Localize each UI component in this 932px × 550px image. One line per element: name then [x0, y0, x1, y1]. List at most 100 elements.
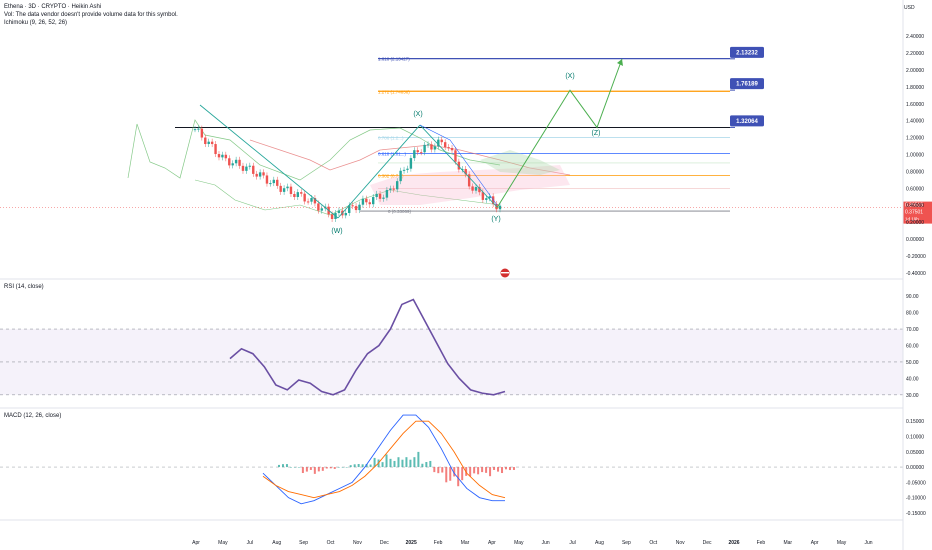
time-tick-label: Apr [811, 540, 819, 546]
candle-body [440, 139, 443, 143]
rsi-tick-label: 80.00 [906, 311, 919, 317]
time-tick-label: Aug [272, 540, 281, 546]
ichimoku-base-line [194, 179, 501, 216]
projection-arrowhead [617, 59, 623, 67]
rsi-line [229, 298, 506, 396]
currency-label[interactable]: USD [904, 5, 915, 11]
time-tick-label: Oct [327, 540, 335, 546]
price-tick-label: 1.80000 [906, 85, 924, 91]
price-tick-label: 2.00000 [906, 68, 924, 74]
time-tick-label: Apr [192, 540, 200, 546]
macd-histogram-bar [278, 464, 280, 468]
macd-histogram-bar [309, 467, 312, 470]
macd-histogram-bar [329, 467, 332, 469]
time-tick-label: May [218, 540, 228, 546]
price-tick-label: 1.20000 [906, 136, 924, 142]
macd-histogram-bar [289, 467, 292, 468]
candle-body [272, 179, 276, 184]
macd-histogram-bar [437, 467, 440, 474]
time-tick-label: Nov [353, 540, 362, 546]
ichimoku-legend[interactable]: Ichimoku (9, 26, 52, 26) [4, 20, 68, 26]
macd-histogram-bar [361, 464, 364, 468]
rsi-tick-label: 90.00 [906, 294, 919, 300]
time-tick-label: Dec [380, 540, 389, 546]
candle-body [437, 139, 440, 147]
fib-level-label: 1.618 (2.13427) [378, 57, 410, 62]
symbol-title[interactable]: Ethena · 3D · CRYPTO · Heikin Ashi [4, 4, 102, 10]
candle-body [282, 188, 286, 192]
candle-body [228, 158, 231, 166]
price-tick-label: 1.60000 [906, 102, 924, 108]
macd-histogram-bar [281, 464, 284, 468]
rsi-legend[interactable]: RSI (14, close) [4, 284, 44, 290]
candle-body [210, 141, 214, 145]
current-price-close: 0.39518 [905, 203, 923, 209]
candle-body [488, 196, 491, 199]
candle-body [279, 185, 282, 192]
candle-body [467, 174, 471, 187]
candle-body [447, 147, 450, 149]
macd-histogram-bar [497, 467, 500, 472]
candle-body [409, 158, 413, 169]
macd-histogram-bar [457, 467, 460, 487]
macd-histogram-bar [297, 467, 300, 468]
macd-histogram-bar [285, 464, 288, 468]
macd-histogram-bar [301, 467, 304, 474]
macd-histogram-bar [405, 457, 408, 468]
time-tick-label: Jun [864, 540, 872, 546]
macd-histogram-bar [477, 467, 480, 475]
candle-body [330, 214, 334, 219]
price-tick-label: 1.00000 [906, 153, 924, 159]
macd-tick-label: 0.05000 [906, 450, 924, 456]
candle-body [241, 165, 245, 171]
fib-level-label: 0.382 (0.7...) [378, 174, 404, 179]
wave-label: (Y) [491, 216, 500, 223]
candle-body [481, 192, 485, 200]
ichimoku-lagging-line [127, 119, 501, 181]
candle-body [361, 198, 365, 205]
macd-histogram-bar [389, 458, 392, 468]
macd-histogram-bar [317, 467, 320, 472]
price-tick-label: 0.60000 [906, 186, 924, 192]
price-tick-label: -0.40000 [906, 271, 926, 277]
macd-histogram-bar [321, 467, 324, 471]
time-tick-label: Aug [595, 540, 604, 546]
current-price-last: 0.37501 [905, 210, 923, 216]
time-tick-label: Jul [569, 540, 575, 546]
time-tick-label: 2026 [728, 540, 739, 546]
candle-body [433, 146, 437, 150]
time-tick-label: Oct [649, 540, 657, 546]
projection-path [496, 58, 623, 208]
candle-body [265, 175, 269, 184]
macd-histogram-bar [493, 467, 496, 470]
candle-body [375, 193, 378, 198]
macd-legend[interactable]: MACD (12, 26, close) [4, 413, 62, 419]
wave-label: (W) [331, 228, 342, 235]
time-tick-label: Mar [461, 540, 470, 546]
candle-body [423, 144, 426, 153]
rsi-tick-label: 60.00 [906, 344, 919, 350]
candle-body [221, 154, 224, 158]
macd-histogram-bar [413, 457, 416, 468]
wave-label: (X) [565, 73, 574, 80]
rsi-tick-label: 70.00 [906, 327, 919, 333]
macd-histogram-bar [409, 459, 412, 468]
macd-histogram-bar [381, 462, 384, 468]
price-badge-label: 1.32064 [736, 119, 758, 125]
macd-histogram-bar [473, 467, 476, 474]
macd-tick-label: 0.10000 [906, 434, 924, 440]
candle-body [478, 187, 481, 193]
macd-histogram-bar [485, 467, 488, 473]
macd-tick-label: -0.05000 [906, 480, 926, 486]
candle-body [231, 163, 234, 166]
price-tick-label: -0.20000 [906, 254, 926, 260]
macd-histogram-bar [293, 467, 296, 468]
candle-body [214, 144, 217, 155]
macd-histogram-bar [341, 467, 344, 468]
time-tick-label: May [514, 540, 524, 546]
candle-body [426, 144, 430, 146]
candle-body [296, 192, 300, 197]
macd-histogram-bar [433, 467, 436, 473]
